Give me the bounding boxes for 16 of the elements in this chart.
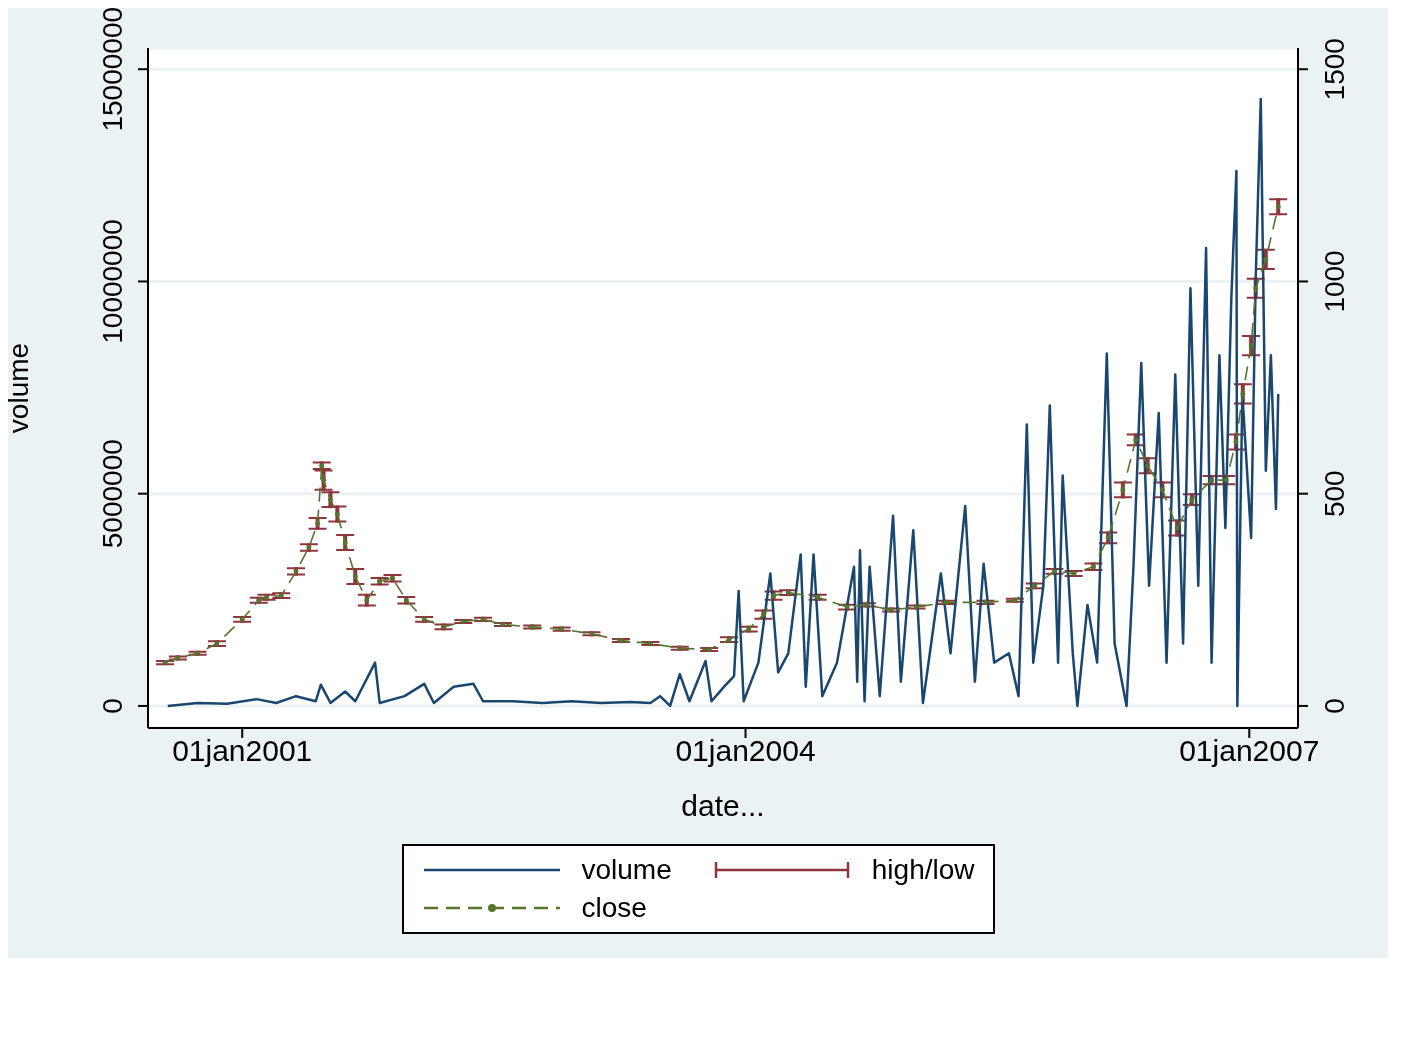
y2-tick-label: 1000 [1319,250,1350,313]
legend-label: volume [581,854,672,886]
y-tick-label: 5000000 [97,439,128,549]
y-tick-label: 10000000 [97,219,128,344]
y-tick-label: 15000000 [97,6,128,132]
x-tick-label: 01jan2007 [1179,734,1320,768]
y2-tick-label: 0 [1319,698,1350,714]
x-tick-label: 01jan2001 [172,734,313,768]
y2-tick-label: 500 [1319,470,1350,518]
legend-label: high/low [871,854,975,886]
x-tick-label: 01jan2004 [675,734,816,768]
y-tick-label: 0 [97,698,128,714]
y-axis-title: volume [2,342,34,434]
x-axis-title: date... [681,789,765,822]
y2-tick-label: 1500 [1319,38,1350,101]
legend-label: close [581,892,647,924]
